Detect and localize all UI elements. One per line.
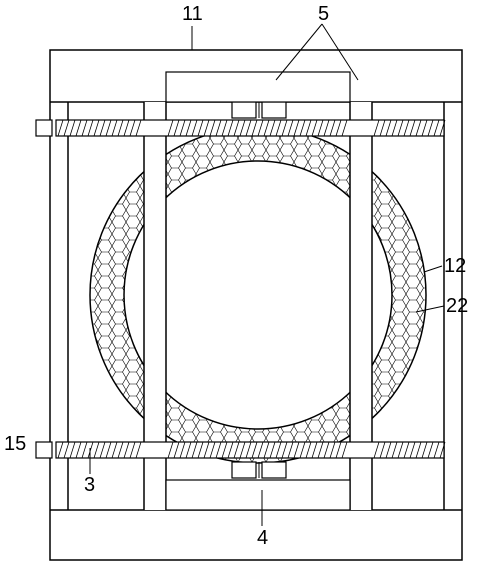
label-15: 15 [4,434,26,454]
label-11: 11 [182,4,203,24]
label-3: 3 [84,475,95,495]
diagram-svg [0,0,503,570]
figure-container: { "type": "technical-diagram", "width_px… [0,0,503,570]
label-22: 22 [446,296,468,316]
label-5: 5 [318,4,329,24]
label-4: 4 [257,528,268,548]
label-12: 12 [444,256,466,276]
